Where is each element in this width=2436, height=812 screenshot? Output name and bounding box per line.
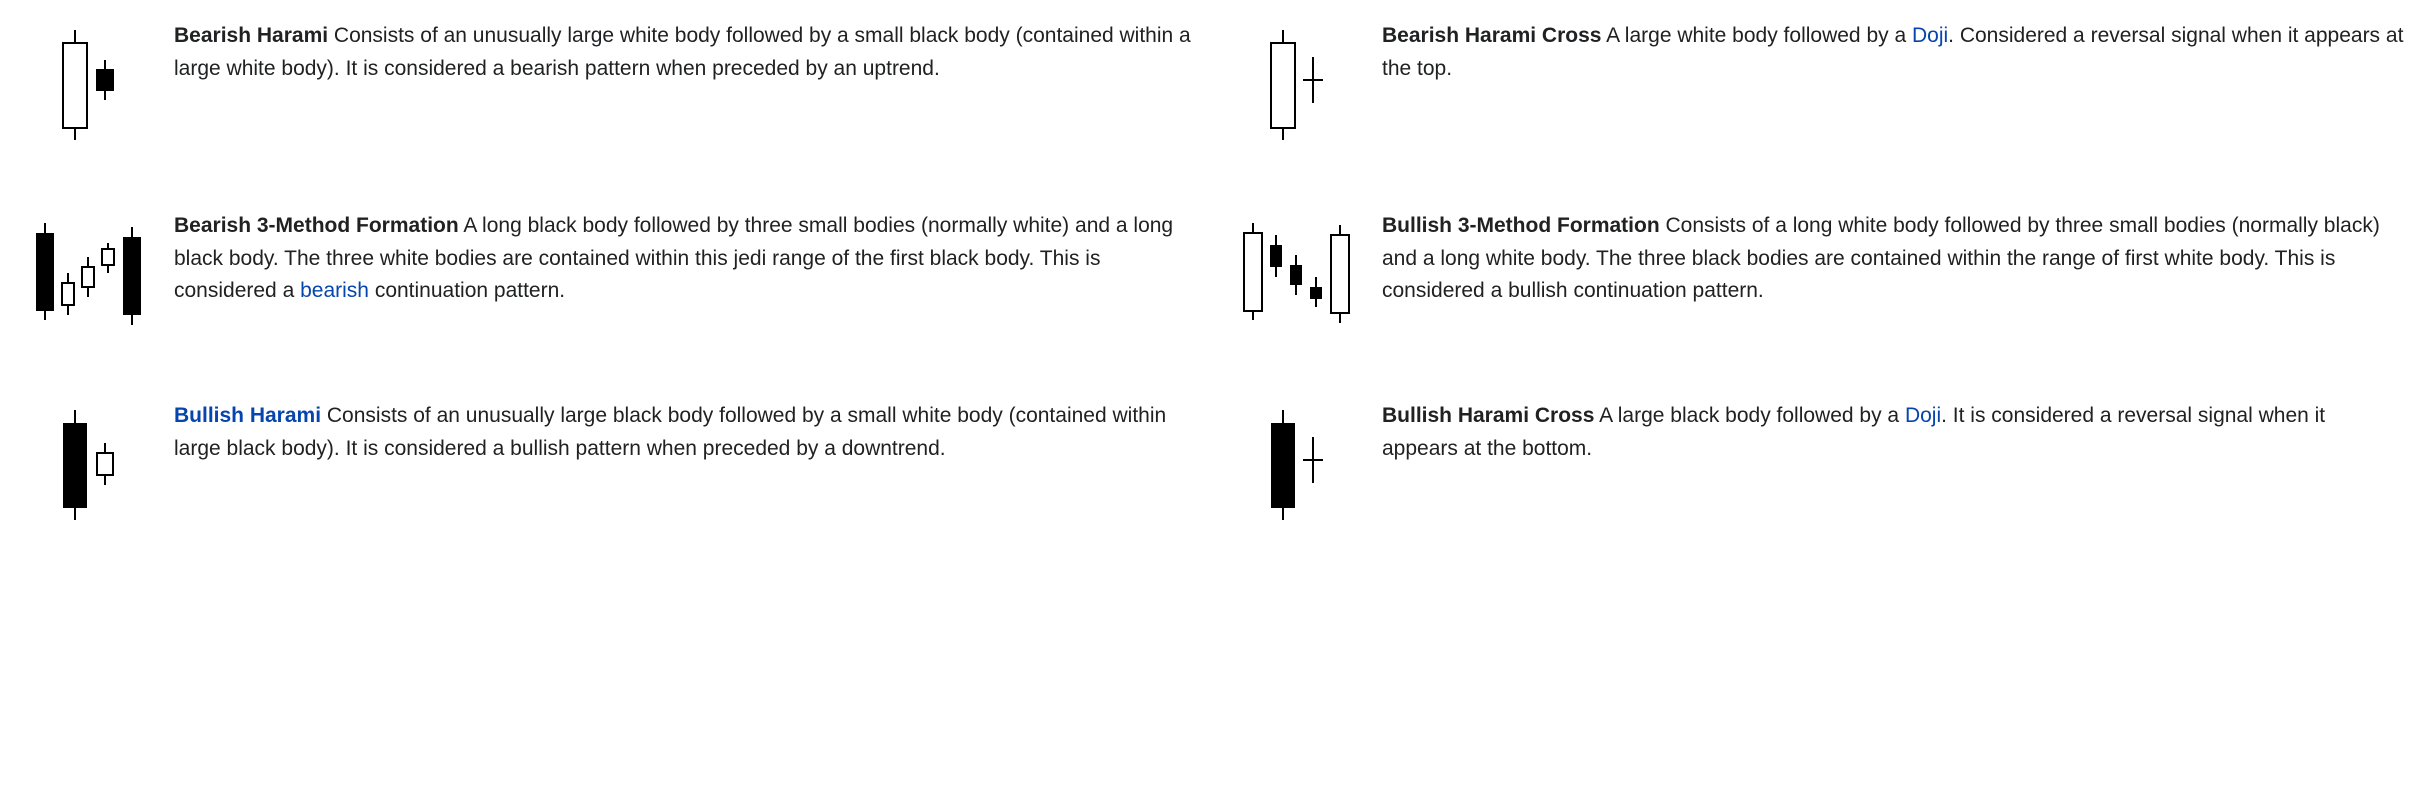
candlestick-icon (30, 400, 150, 530)
pattern-cell: Bearish Harami Consists of an unusually … (30, 20, 1198, 150)
pattern-cell: Bearish 3-Method Formation A long black … (30, 210, 1198, 340)
pattern-cell: Bullish 3-Method Formation Consists of a… (1238, 210, 2406, 340)
pattern-title: Bearish 3-Method Formation (174, 214, 459, 237)
pattern-cell: Bullish Harami Consists of an unusually … (30, 400, 1198, 530)
candlestick-icon (1238, 210, 1358, 340)
desc-text: A large white body followed by a (1601, 24, 1912, 47)
pattern-title: Bullish Harami Cross (1382, 404, 1594, 427)
candlestick-icon (1238, 400, 1358, 530)
pattern-description: Bearish Harami Cross A large white body … (1382, 20, 2406, 85)
desc-text: Consists of an unusually large black bod… (174, 404, 1166, 460)
pattern-title: Bullish 3-Method Formation (1382, 214, 1660, 237)
pattern-description: Bullish Harami Consists of an unusually … (174, 400, 1198, 465)
pattern-description: Bullish 3-Method Formation Consists of a… (1382, 210, 2406, 308)
desc-text: continuation pattern. (369, 279, 565, 302)
pattern-title: Bullish Harami (174, 404, 321, 427)
candlestick-icon (1238, 20, 1358, 150)
pattern-title-link[interactable]: Bullish Harami (174, 404, 321, 427)
pattern-description: Bearish 3-Method Formation A long black … (174, 210, 1198, 308)
wiki-link[interactable]: bearish (300, 279, 369, 302)
pattern-cell: Bullish Harami Cross A large black body … (1238, 400, 2406, 530)
pattern-description: Bearish Harami Consists of an unusually … (174, 20, 1198, 85)
pattern-cell: Bearish Harami Cross A large white body … (1238, 20, 2406, 150)
pattern-description: Bullish Harami Cross A large black body … (1382, 400, 2406, 465)
pattern-title: Bearish Harami Cross (1382, 24, 1601, 47)
candlestick-icon (30, 210, 150, 340)
desc-text: A large black body followed by a (1594, 404, 1905, 427)
pattern-title: Bearish Harami (174, 24, 328, 47)
pattern-grid: Bearish Harami Consists of an unusually … (30, 20, 2406, 530)
wiki-link[interactable]: Doji (1912, 24, 1948, 47)
wiki-link[interactable]: Doji (1905, 404, 1941, 427)
candlestick-icon (30, 20, 150, 150)
